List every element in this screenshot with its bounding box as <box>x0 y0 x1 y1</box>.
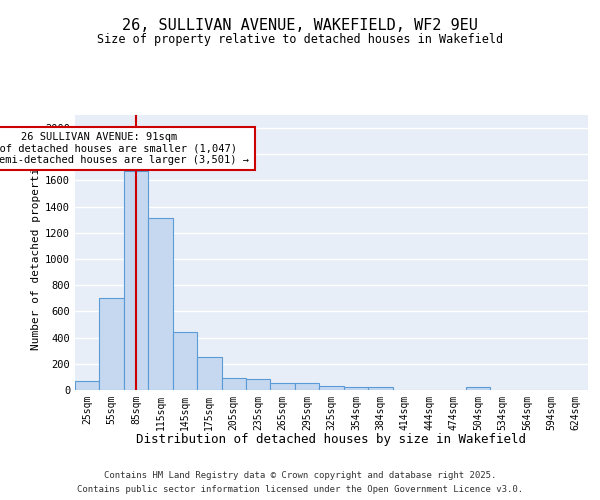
Text: 26 SULLIVAN AVENUE: 91sqm
← 23% of detached houses are smaller (1,047)
76% of se: 26 SULLIVAN AVENUE: 91sqm ← 23% of detac… <box>0 132 250 165</box>
Bar <box>221 378 246 390</box>
Bar <box>75 382 100 390</box>
Bar <box>173 332 197 390</box>
Bar <box>368 388 392 390</box>
Bar <box>295 384 319 390</box>
Bar <box>344 386 368 390</box>
Bar <box>100 298 124 390</box>
Bar <box>271 384 295 390</box>
X-axis label: Distribution of detached houses by size in Wakefield: Distribution of detached houses by size … <box>137 433 527 446</box>
Bar <box>466 388 490 390</box>
Text: Contains HM Land Registry data © Crown copyright and database right 2025.: Contains HM Land Registry data © Crown c… <box>104 472 496 480</box>
Y-axis label: Number of detached properties: Number of detached properties <box>31 154 41 350</box>
Bar <box>319 386 344 390</box>
Bar <box>197 358 221 390</box>
Bar <box>124 172 148 390</box>
Text: Size of property relative to detached houses in Wakefield: Size of property relative to detached ho… <box>97 32 503 46</box>
Text: 26, SULLIVAN AVENUE, WAKEFIELD, WF2 9EU: 26, SULLIVAN AVENUE, WAKEFIELD, WF2 9EU <box>122 18 478 32</box>
Text: Contains public sector information licensed under the Open Government Licence v3: Contains public sector information licen… <box>77 484 523 494</box>
Bar <box>246 379 271 390</box>
Bar <box>148 218 173 390</box>
